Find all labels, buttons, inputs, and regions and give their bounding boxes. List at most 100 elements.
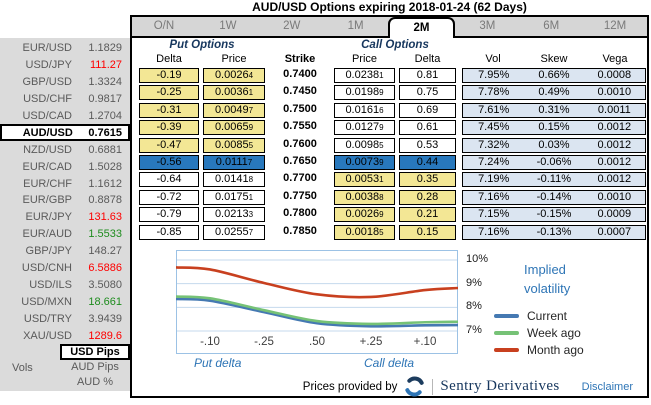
pair-label: GBP/JPY [25,245,72,258]
call-price-cell-main: 0.0161 [345,103,380,116]
vega-cell: 0.0012 [597,173,632,186]
strike-cell: 0.7400 [283,68,317,80]
call-price-cell-pipette: 9 [379,88,384,98]
sidebar-item-eur-chf[interactable]: EUR/CHF 1.1612 [0,175,130,192]
skew-cell: 0.15% [538,121,570,134]
y-tick-label: 10% [466,253,489,265]
sidebar-item-usd-cnh[interactable]: USD/CNH 6.5886 [0,260,130,277]
pair-value: 3.5080 [88,278,122,291]
sidebar-item-eur-jpy[interactable]: EUR/JPY 131.63 [0,209,130,226]
call-price-cell-main: 0.0238 [345,69,380,81]
table-row-strike-0.7800[interactable]: -0.79 0.02133 0.7800 0.00269 0.21 7.15% -0.15%… [139,207,646,224]
x-tick-label: +.25 [360,336,383,348]
put-delta-cell: -0.39 [139,120,199,136]
footer: Prices provided by Sentry Derivatives Di… [132,376,647,397]
pair-value: 1.5028 [88,160,122,173]
sidebar-item-xau-usd[interactable]: XAU/USD 1289.6 [0,327,130,344]
sidebar-item-eur-gbp[interactable]: EUR/GBP 0.8878 [0,192,130,209]
sidebar-item-usd-ils[interactable]: USD/ILS 3.5080 [0,276,130,293]
sidebar-item-usd-try[interactable]: USD/TRY 3.9439 [0,310,130,327]
sidebar-item-eur-cad[interactable]: EUR/CAD 1.5028 [0,158,130,175]
sidebar-item-gbp-usd[interactable]: GBP/USD 1.3324 [0,74,130,91]
pair-label: USD/CNH [21,262,72,275]
tab-2w[interactable]: 2W [283,20,301,32]
vol-skew-vega-band: 7.16% -0.13% 0.0007 [462,224,646,240]
call-delta-cell: 0.53 [399,137,456,153]
pair-label: USD/TRY [23,312,72,325]
call-price-cell-main: 0.0026 [345,208,380,221]
call-delta-cell: 0.61 [399,120,456,136]
tab-12m[interactable]: 12M [603,20,627,32]
tab-2m[interactable]: 2M [387,17,456,38]
table-row-strike-0.7600[interactable]: -0.47 0.00855 0.7600 0.00985 0.53 7.32% 0.03% 0… [139,137,646,155]
legend-item-current: Current [494,307,644,324]
tab-6m[interactable]: 6M [543,20,560,32]
vol-skew-vega-band: 7.61% 0.31% 0.0011 [462,102,646,118]
table-row-strike-0.7450[interactable]: -0.25 0.00361 0.7450 0.01989 0.75 7.78% 0.49% 0… [139,85,646,102]
sidebar-item-gbp-jpy[interactable]: GBP/JPY 148.27 [0,243,130,260]
put-price-cell-main: 0.0213 [214,208,249,221]
call-delta-cell: 0.81 [399,68,456,83]
tab-o-n[interactable]: O/N [153,20,175,32]
call-price-cell: 0.01989 [334,85,395,101]
call-price-cell-pipette: 6 [379,105,384,115]
vol-mode-usdpips[interactable]: USD Pips [60,344,130,360]
sidebar-item-usd-cad[interactable]: USD/CAD 1.2704 [0,108,130,125]
sidebar-item-nzd-usd[interactable]: NZD/USD 0.6881 [0,141,130,158]
put-price-cell-pipette: 9 [248,123,254,133]
footer-divider [432,378,434,395]
pair-value: 1.3324 [88,76,122,89]
tab-1w[interactable]: 1W [219,20,237,32]
call-price-cell: 0.01279 [334,120,395,136]
currency-sidebar: EUR/USD 1.1829 USD/JPY 111.27 GBP/USD 1.3324 U… [0,38,130,391]
skew-cell: -0.13% [536,225,572,238]
vol-mode-audpips[interactable]: AUD Pips [71,360,119,373]
put-delta-cell: -0.72 [139,189,199,205]
vega-cell: 0.0010 [597,190,632,203]
pair-label: AUD/USD [22,126,73,139]
skew-cell: 0.31% [538,103,570,116]
put-price-cell-main: 0.0085 [214,138,249,151]
disclaimer-link[interactable]: Disclaimer [581,380,633,393]
pair-label: USD/CAD [22,110,72,122]
table-row-strike-0.7850[interactable]: -0.85 0.02557 0.7850 0.00185 0.15 7.16% -0.13%… [139,224,646,242]
pair-label: USD/CHF [23,93,72,106]
put-price-cell-pipette: 7 [248,227,254,237]
vol-mode-aud[interactable]: AUD % [76,376,114,389]
vol-skew-vega-band: 7.19% -0.11% 0.0012 [462,172,646,188]
pair-label: EUR/JPY [25,211,72,224]
pair-value: 6.5886 [88,262,122,275]
pair-label: EUR/USD [22,42,72,55]
call-price-cell-main: 0.0127 [345,121,380,134]
sidebar-item-eur-aud[interactable]: EUR/AUD 1.5533 [0,226,130,243]
strike-cell: 0.7750 [283,189,317,202]
put-price-cell-main: 0.0049 [214,103,249,116]
table-row-strike-0.7650[interactable]: -0.56 0.01117 0.7650 0.00739 0.44 7.24% -0.06%… [139,154,646,172]
put-delta-cell: -0.47 [139,137,199,153]
pair-label: USD/ILS [29,278,72,291]
tab-1m[interactable]: 1M [347,20,364,32]
sidebar-item-eur-usd[interactable]: EUR/USD 1.1829 [0,40,130,57]
table-row-strike-0.7550[interactable]: -0.39 0.00659 0.7550 0.01279 0.61 7.45% 0.15% 0… [139,120,646,137]
legend-title: Implied volatility [524,262,571,296]
tab-3m[interactable]: 3M [479,20,496,32]
sidebar-item-usd-chf[interactable]: USD/CHF 0.9817 [0,91,130,108]
call-delta-cell: 0.15 [399,224,456,240]
col-vol: Vol [485,53,501,65]
table-row-strike-0.7750[interactable]: -0.72 0.01751 0.7750 0.00388 0.28 7.16% -0.14%… [139,189,646,207]
table-row-strike-0.7400[interactable]: -0.19 0.00264 0.7400 0.02381 0.81 7.95% 0.66% 0… [139,68,646,85]
skew-cell: -0.11% [536,173,572,186]
skew-cell: 0.49% [538,86,570,99]
pair-value: 1.2704 [88,110,122,122]
legend-label: Month ago [527,342,584,357]
call-price-cell: 0.00985 [334,137,395,153]
put-price-cell-pipette: 5 [248,140,254,150]
sidebar-item-aud-usd[interactable]: AUD/USD 0.7615 [0,124,130,142]
sidebar-item-usd-jpy[interactable]: USD/JPY 111.27 [0,57,130,74]
sidebar-item-usd-mxn[interactable]: USD/MXN 18.661 [0,293,130,310]
table-row-strike-0.7700[interactable]: -0.64 0.01418 0.7700 0.00531 0.35 7.19% -0.11%… [139,172,646,189]
skew-cell: 0.03% [538,138,570,151]
table-row-strike-0.7500[interactable]: -0.31 0.00497 0.7500 0.01616 0.69 7.61% 0.31% 0… [139,102,646,120]
put-price-cell: 0.00361 [203,85,265,101]
legend-label: Week ago [527,325,581,340]
